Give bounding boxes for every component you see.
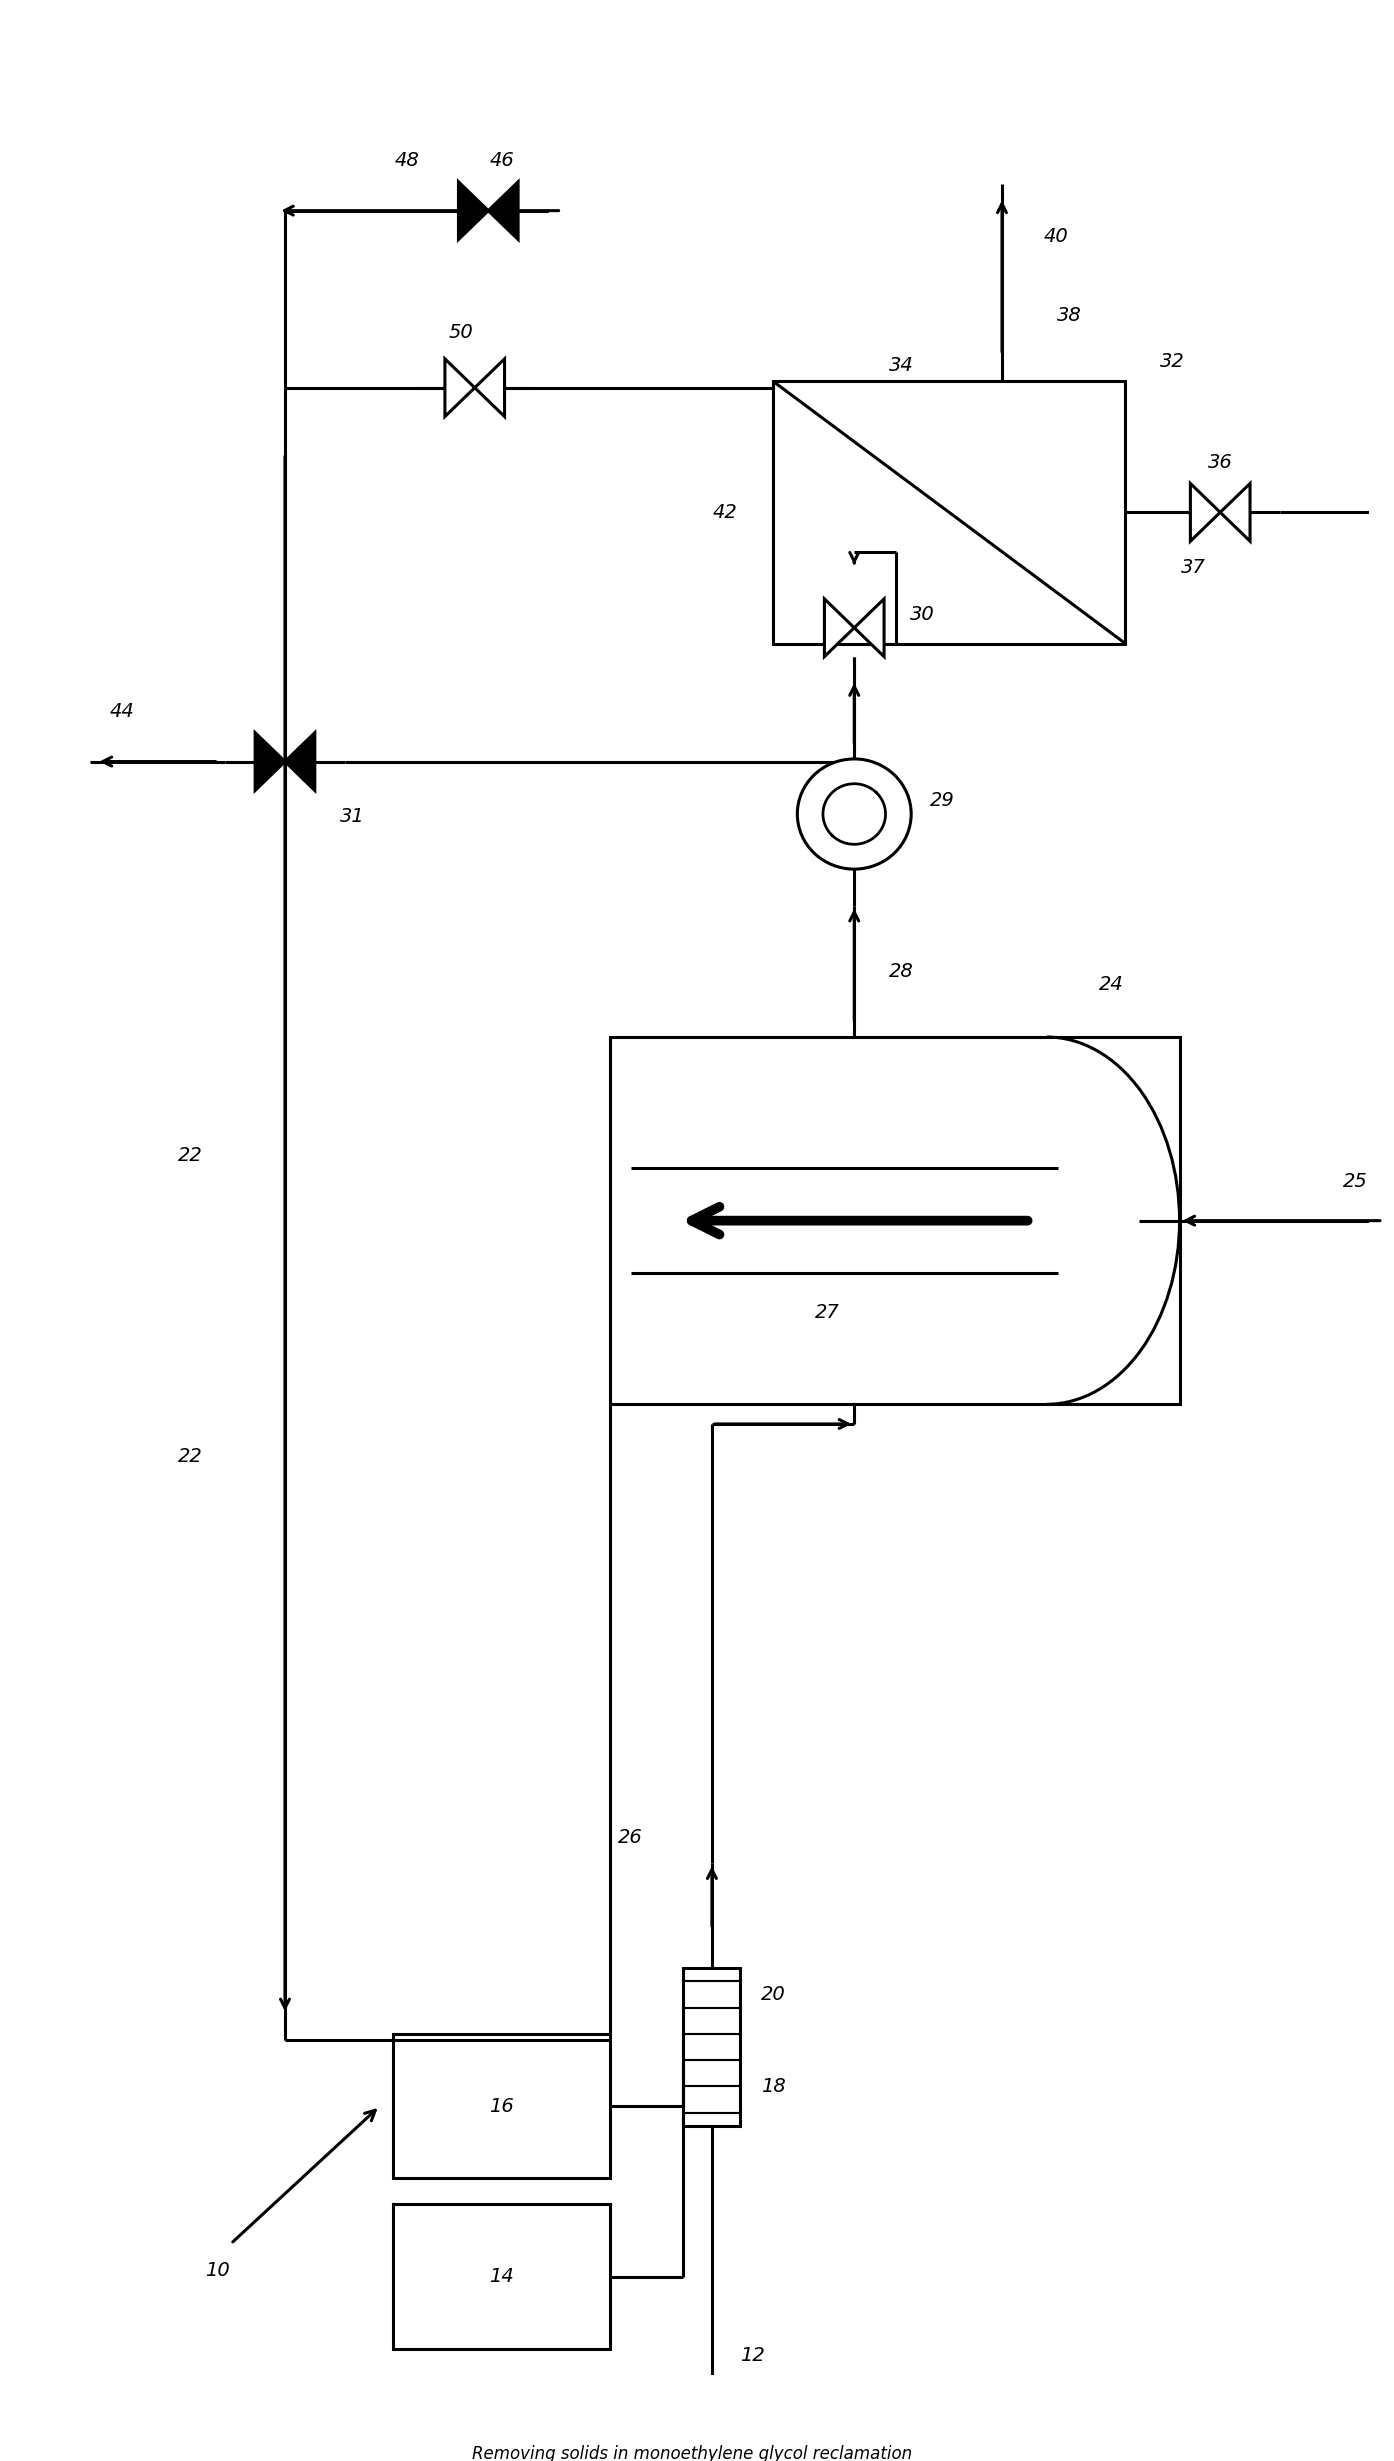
Bar bbox=[393, 2033, 611, 2178]
Text: 36: 36 bbox=[1207, 453, 1232, 473]
Text: Removing solids in monoethylene glycol reclamation: Removing solids in monoethylene glycol r… bbox=[471, 2444, 912, 2461]
Polygon shape bbox=[255, 733, 284, 790]
Circle shape bbox=[797, 758, 912, 869]
Text: 34: 34 bbox=[889, 357, 914, 374]
Polygon shape bbox=[475, 359, 505, 416]
Bar bbox=[683, 1969, 740, 2126]
Text: 40: 40 bbox=[1044, 226, 1069, 246]
Bar bbox=[772, 381, 1125, 642]
Text: 29: 29 bbox=[930, 792, 955, 810]
Text: 10: 10 bbox=[205, 2262, 230, 2279]
Text: 22: 22 bbox=[177, 1144, 202, 1164]
Text: 16: 16 bbox=[489, 2097, 514, 2116]
Text: 32: 32 bbox=[1160, 352, 1185, 372]
Text: 31: 31 bbox=[340, 807, 365, 827]
Text: 38: 38 bbox=[1058, 305, 1082, 325]
Text: 30: 30 bbox=[910, 605, 934, 625]
Text: 12: 12 bbox=[740, 2345, 765, 2365]
Text: 18: 18 bbox=[761, 2077, 785, 2097]
Bar bbox=[393, 2205, 611, 2348]
Text: 37: 37 bbox=[1181, 559, 1206, 576]
Text: 22: 22 bbox=[177, 1447, 202, 1467]
Text: 48: 48 bbox=[395, 150, 420, 170]
Polygon shape bbox=[488, 182, 519, 239]
Text: 26: 26 bbox=[618, 1829, 643, 1846]
Polygon shape bbox=[1220, 482, 1250, 541]
Text: 25: 25 bbox=[1344, 1171, 1368, 1191]
Text: 46: 46 bbox=[489, 150, 514, 170]
Text: 27: 27 bbox=[814, 1302, 839, 1322]
Polygon shape bbox=[284, 733, 315, 790]
Bar bbox=[611, 1036, 1179, 1405]
Polygon shape bbox=[824, 598, 855, 657]
Polygon shape bbox=[445, 359, 475, 416]
Text: 14: 14 bbox=[489, 2267, 514, 2286]
Polygon shape bbox=[855, 598, 884, 657]
Text: 20: 20 bbox=[761, 1986, 785, 2003]
Text: 28: 28 bbox=[889, 962, 914, 982]
Text: 44: 44 bbox=[110, 701, 135, 721]
Text: 42: 42 bbox=[714, 502, 737, 522]
Text: 50: 50 bbox=[449, 322, 474, 342]
Polygon shape bbox=[459, 182, 488, 239]
Polygon shape bbox=[1190, 482, 1220, 541]
Text: 24: 24 bbox=[1100, 975, 1124, 994]
